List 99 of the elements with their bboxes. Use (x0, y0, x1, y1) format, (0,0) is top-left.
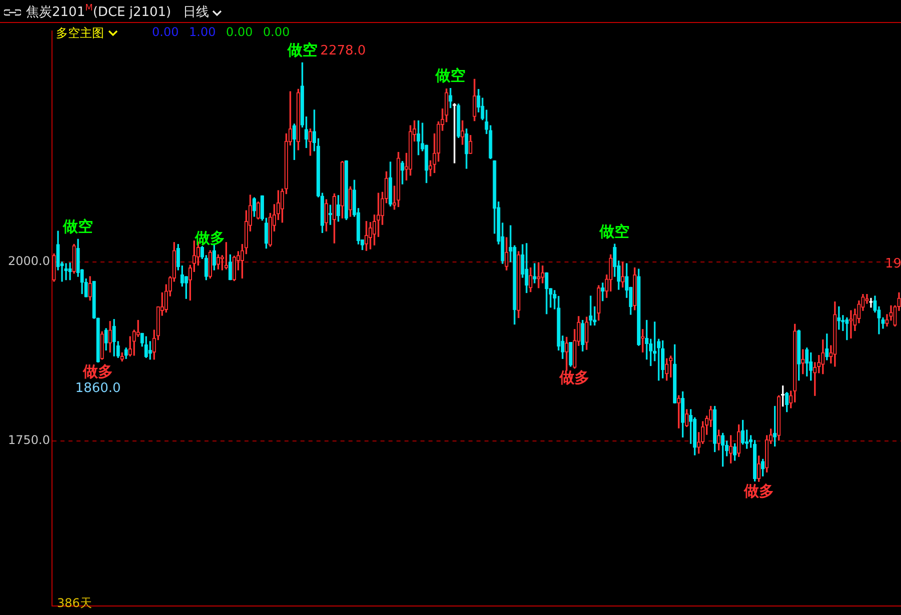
candlestick (396, 152, 400, 208)
candlestick (96, 318, 100, 363)
candlestick (228, 254, 232, 280)
candlestick (324, 199, 328, 232)
candlestick (132, 330, 136, 356)
candlestick (456, 104, 460, 138)
candlestick (712, 406, 717, 452)
candlestick (328, 204, 332, 225)
candlestick (52, 253, 56, 282)
candlestick (388, 162, 392, 206)
candlestick (416, 120, 420, 156)
annotation: 0.00 (226, 25, 253, 39)
candlestick (580, 320, 584, 352)
candlestick (468, 135, 472, 154)
candlestick (672, 344, 677, 404)
annotation: 做空 (598, 222, 630, 240)
candlestick (632, 267, 637, 310)
candlestick (809, 352, 813, 381)
candlestick (568, 342, 572, 367)
candlestick (216, 254, 220, 270)
y-tick-label: 2000.0 (8, 254, 50, 268)
chart-subtitle: 日线 (183, 4, 210, 21)
candlestick (252, 197, 256, 217)
candlestick (192, 240, 196, 272)
candlestick (124, 348, 128, 359)
candlestick (636, 268, 641, 346)
annotation: 0.00 (263, 25, 290, 39)
candlestick (516, 251, 520, 318)
candlestick (308, 128, 312, 156)
candlestick (716, 430, 721, 450)
candlestick (184, 276, 188, 299)
candlestick (660, 340, 665, 378)
candlestick (504, 237, 508, 270)
candlestick (64, 263, 68, 280)
candlestick (805, 348, 809, 376)
annotation: 1.00 (189, 25, 216, 39)
candlestick (88, 276, 92, 301)
candlestick (472, 78, 476, 122)
candlestick (777, 395, 781, 441)
candlestick (620, 262, 624, 288)
candlestick (596, 285, 600, 321)
annotation: 做空 (62, 218, 94, 236)
annotation: 0.00 (152, 25, 179, 39)
candlestick (296, 88, 300, 150)
candlestick (680, 391, 685, 438)
candlestick (797, 330, 801, 381)
candlestick (528, 267, 532, 292)
candlestick (720, 432, 725, 467)
candlestick (845, 317, 849, 340)
candlestick (668, 356, 673, 378)
candlestick (68, 262, 72, 280)
annotation: 19 (885, 256, 901, 272)
annotation: 做多 (558, 368, 590, 387)
annotation: 1860.0 (75, 381, 121, 396)
candlestick (732, 443, 737, 461)
annotation: 做空 (434, 66, 466, 85)
candlestick (736, 424, 741, 457)
candlestick (332, 193, 336, 244)
candlestick (849, 310, 853, 338)
candlestick (452, 103, 456, 164)
annotation: 做多 (742, 482, 774, 500)
candlestick (108, 321, 112, 353)
y-tick-label: 1750.0 (8, 433, 50, 448)
candlestick (833, 301, 837, 367)
candlestick (865, 294, 869, 304)
candlestick (104, 328, 108, 350)
candlestick (869, 298, 873, 308)
annotation: 做多 (194, 228, 226, 247)
candlestick (256, 202, 260, 220)
candlestick (757, 456, 761, 482)
candlestick (536, 262, 540, 288)
candlestick (100, 331, 104, 360)
candlestick (348, 186, 352, 217)
candlestick (188, 264, 192, 301)
candlestick (564, 336, 568, 371)
legend-title: 多空主图 (56, 26, 104, 40)
candlestick (212, 244, 216, 270)
candlestick (740, 420, 745, 445)
candlestick (837, 306, 841, 330)
candlestick (761, 458, 765, 476)
candlestick (793, 324, 797, 402)
candlestick (460, 120, 464, 145)
annotation: 2278.0 (320, 44, 366, 59)
candlestick (448, 88, 452, 108)
candlestick (821, 339, 825, 374)
candlestick (532, 263, 536, 284)
candlestick (664, 358, 669, 381)
candlestick (364, 221, 368, 251)
candlestick (208, 250, 212, 278)
candlestick (676, 395, 681, 428)
candlestick (340, 160, 344, 218)
candlestick (72, 244, 76, 274)
candlestick (785, 392, 789, 412)
candlestick (600, 282, 604, 302)
candlestick (464, 128, 468, 169)
annotation: 做空 (286, 41, 318, 60)
annotation: 做多 (82, 362, 114, 381)
chart-title: 焦炭2101$^{M}$(DCE j2101) (26, 3, 172, 21)
candlestick (584, 316, 588, 350)
